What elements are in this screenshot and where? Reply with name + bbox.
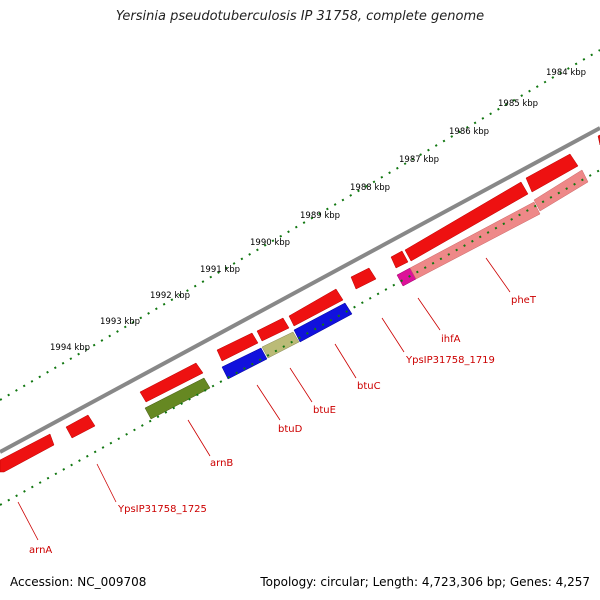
kbp-label: 1988 kbp: [350, 183, 390, 193]
gene-label-btuD: btuD: [278, 424, 303, 435]
accession-text: Accession: NC_009708: [10, 575, 147, 589]
gene-arrow: [0, 433, 55, 473]
kbp-label: 1985 kbp: [498, 99, 538, 109]
leader-line: [187, 419, 211, 457]
leader-line: [334, 343, 357, 379]
gene-label-pheT: pheT: [511, 295, 537, 306]
kbp-label: 1994 kbp: [50, 343, 90, 353]
inner-kbp-scale: [0, 169, 600, 506]
leader-line: [381, 317, 405, 353]
gene-label-arnA: arnA: [29, 545, 52, 556]
gene-label-ihfA: ihfA: [441, 334, 461, 345]
gene-arrow: [350, 267, 377, 290]
gene-arrow: [256, 317, 290, 342]
gene-label-btuE: btuE: [313, 405, 336, 416]
gene-label-arnB: arnB: [210, 458, 233, 469]
leader-line: [256, 384, 281, 421]
genome-backbone: [0, 126, 600, 454]
leader-line: [96, 463, 117, 503]
gene-label-ypsip31758-1719: YpsIP31758_1719: [405, 355, 495, 366]
kbp-label: 1984 kbp: [546, 68, 586, 78]
gene-label-btuC: btuC: [357, 381, 381, 392]
genome-summary-text: Topology: circular; Length: 4,723,306 bp…: [260, 575, 590, 589]
gene-arrow: [65, 414, 96, 439]
gene-block-pink: [409, 201, 541, 280]
label-leaders: [17, 257, 511, 541]
kbp-label: 1989 kbp: [300, 211, 340, 221]
kbp-label: 1990 kbp: [250, 238, 290, 248]
gene-block-pink: [533, 169, 589, 212]
gene-block-blue: [221, 347, 268, 380]
gene-arrow: [288, 288, 344, 327]
kbp-label: 1992 kbp: [150, 291, 190, 301]
gene-block-khaki: [261, 331, 300, 359]
leader-line: [17, 501, 39, 541]
leader-line: [289, 367, 313, 403]
kbp-label: 1991 kbp: [200, 265, 240, 275]
kbp-label: 1993 kbp: [100, 317, 140, 327]
gene-arrow: [525, 153, 579, 193]
gene-block-olive: [144, 377, 211, 420]
kbp-label: 1986 kbp: [449, 127, 489, 137]
gene-labels: arnA YpsIP31758_1725 arnB btuD btuE btuC…: [29, 295, 537, 556]
leader-line: [485, 257, 511, 293]
gene-label-ypsip31758-1725: YpsIP31758_1725: [117, 504, 207, 515]
kbp-label: 1987 kbp: [399, 155, 439, 165]
gene-arrow: [404, 181, 529, 262]
forward-strand: [0, 134, 600, 473]
gene-block-blue: [293, 302, 353, 343]
map-title: Yersinia pseudotuberculosis IP 31758, co…: [115, 9, 485, 24]
kbp-labels: 1984 kbp 1985 kbp 1986 kbp 1987 kbp 1988…: [50, 68, 586, 353]
gene-arrow: [216, 332, 259, 362]
leader-line: [417, 297, 441, 331]
gene-arrow: [139, 362, 204, 403]
gene-arrow: [390, 250, 409, 269]
reverse-strand: [144, 169, 589, 420]
